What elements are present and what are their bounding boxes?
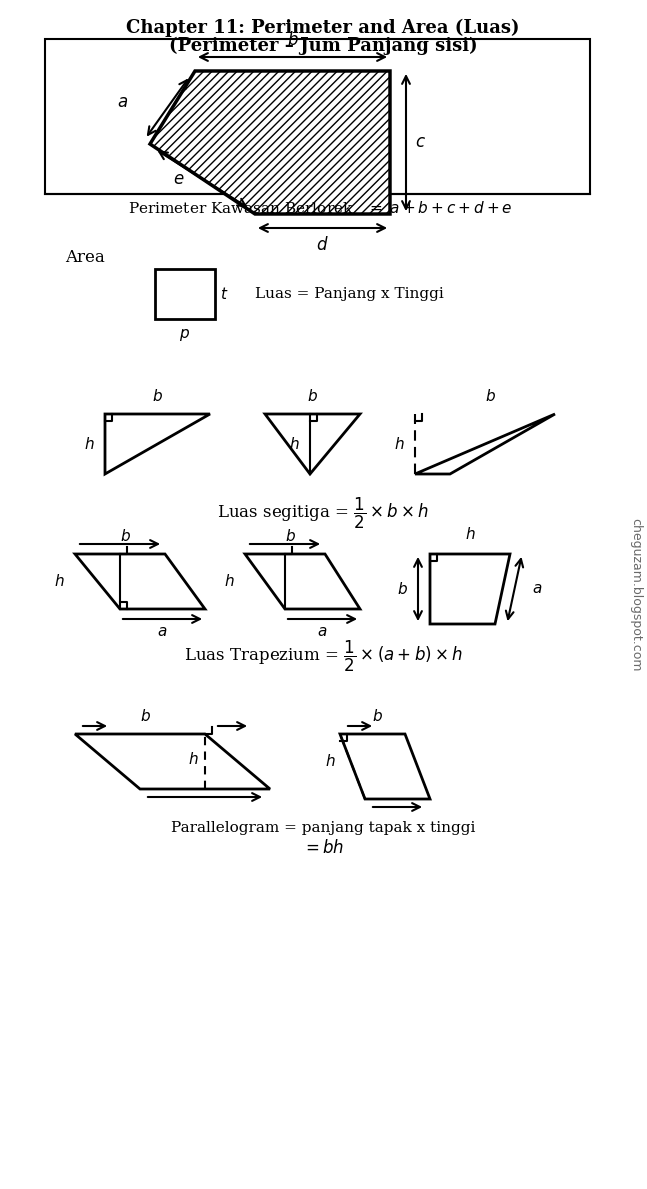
Text: $b$: $b$	[120, 528, 131, 545]
Text: Luas = Panjang x Tinggi: Luas = Panjang x Tinggi	[255, 287, 444, 301]
Text: $h$: $h$	[325, 754, 336, 769]
Text: $b$: $b$	[140, 707, 151, 724]
Polygon shape	[340, 734, 430, 799]
Polygon shape	[75, 734, 270, 789]
Text: $b$: $b$	[285, 528, 296, 545]
Text: $= bh$: $= bh$	[302, 839, 344, 857]
Polygon shape	[150, 71, 390, 214]
Text: $a$: $a$	[157, 625, 168, 638]
Text: $h$: $h$	[225, 573, 235, 590]
Text: $p$: $p$	[179, 327, 190, 342]
Text: $b$: $b$	[287, 31, 298, 49]
Polygon shape	[265, 414, 360, 474]
Text: $b$: $b$	[152, 388, 163, 404]
Polygon shape	[430, 554, 510, 624]
Text: $e$: $e$	[173, 170, 184, 188]
Text: $d$: $d$	[316, 235, 329, 254]
Bar	[45, 39, 590, 194]
Text: Luas segitiga = $\dfrac{1}{2}\times b\times h$: Luas segitiga = $\dfrac{1}{2}\times b\ti…	[217, 496, 429, 531]
Text: Chapter 11: Perimeter and Area (Luas): Chapter 11: Perimeter and Area (Luas)	[126, 19, 520, 37]
Polygon shape	[245, 554, 360, 609]
Text: $b$: $b$	[485, 388, 496, 404]
Text: $t$: $t$	[220, 287, 228, 302]
Text: $b$: $b$	[397, 581, 408, 597]
Text: $a$: $a$	[117, 94, 128, 111]
Text: $h$: $h$	[465, 526, 476, 542]
Text: $b$: $b$	[307, 388, 318, 404]
Polygon shape	[105, 414, 210, 474]
Text: Luas Trapezium = $\dfrac{1}{2}\times(a+b)\times h$: Luas Trapezium = $\dfrac{1}{2}\times(a+b…	[184, 638, 463, 674]
Text: cheguzam.blogspot.com: cheguzam.blogspot.com	[630, 518, 642, 672]
Text: $h$: $h$	[395, 436, 405, 452]
Text: Perimeter Kawasan Berlorek   $=\ a+b+c+d+e$: Perimeter Kawasan Berlorek $=\ a+b+c+d+e…	[127, 200, 512, 216]
Text: $b$: $b$	[372, 707, 383, 724]
Text: $a$: $a$	[317, 625, 327, 638]
Polygon shape	[75, 554, 205, 609]
Text: $h$: $h$	[84, 436, 95, 452]
Bar	[155, 269, 215, 319]
Text: $h$: $h$	[289, 436, 300, 452]
Text: $h$: $h$	[188, 751, 199, 768]
Text: $a$: $a$	[532, 581, 542, 596]
Text: $c$: $c$	[415, 134, 426, 151]
Polygon shape	[415, 414, 555, 474]
Text: (Perimeter – Jum Panjang sisi): (Perimeter – Jum Panjang sisi)	[169, 37, 477, 55]
Text: Parallelogram = panjang tapak x tinggi: Parallelogram = panjang tapak x tinggi	[171, 820, 475, 835]
Text: $h$: $h$	[54, 573, 65, 590]
Text: Area: Area	[65, 249, 105, 266]
